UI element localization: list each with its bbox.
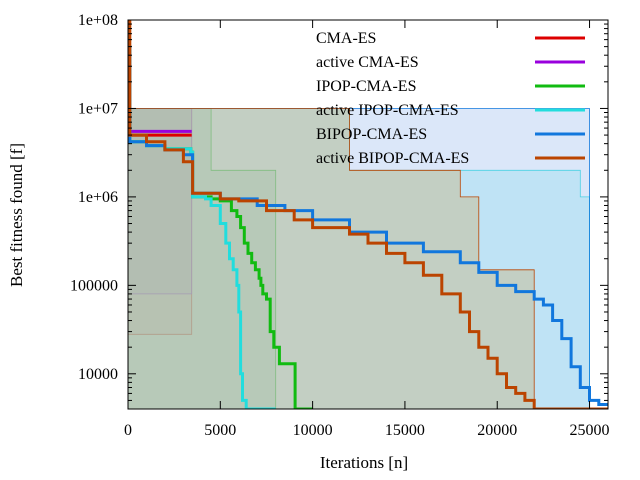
x-tick-label: 25000 [570,422,610,439]
legend-label-ipop-cma-es: IPOP-CMA-ES [316,78,416,95]
legend-label-active-bipop-cma-es: active BIPOP-CMA-ES [316,150,469,167]
legend: CMA-ES active CMA-ES IPOP-CMA-ES active IPO… [316,30,585,167]
y-axis-label: Best fitness found [f] [7,143,26,287]
x-tick-label: 0 [124,422,132,439]
confidence-bands [128,108,590,409]
y-axis-ticks: 10000 100000 1e+06 1e+07 1e+08 [70,12,608,410]
legend-label-bipop-cma-es: BIPOP-CMA-ES [316,126,427,143]
series-line-bipop-cma-es [128,45,608,406]
plot-frame [127,19,609,410]
x-axis-label: Iterations [n] [320,453,408,472]
x-tick-label: 15000 [385,422,425,439]
band-bipop-cma-es [128,108,590,409]
band-active-bipop-cma-es [128,108,535,409]
legend-label-active-cma-es: active CMA-ES [316,54,419,71]
band-ipop-cma-es [128,108,277,409]
x-tick-label: 10000 [293,422,333,439]
series-line-active-bipop-cma-es [128,20,608,409]
x-tick-label: 20000 [477,422,517,439]
y-tick-label: 1e+07 [78,100,118,117]
x-tick-label: 5000 [204,422,236,439]
y-tick-label: 1e+08 [78,12,118,29]
legend-label-cma-es: CMA-ES [316,30,376,47]
y-tick-label: 1e+06 [78,189,118,206]
y-tick-label: 10000 [78,366,118,383]
y-tick-label: 100000 [70,277,118,294]
legend-label-active-ipop-cma-es: active IPOP-CMA-ES [316,102,459,119]
series-lines [128,20,608,409]
